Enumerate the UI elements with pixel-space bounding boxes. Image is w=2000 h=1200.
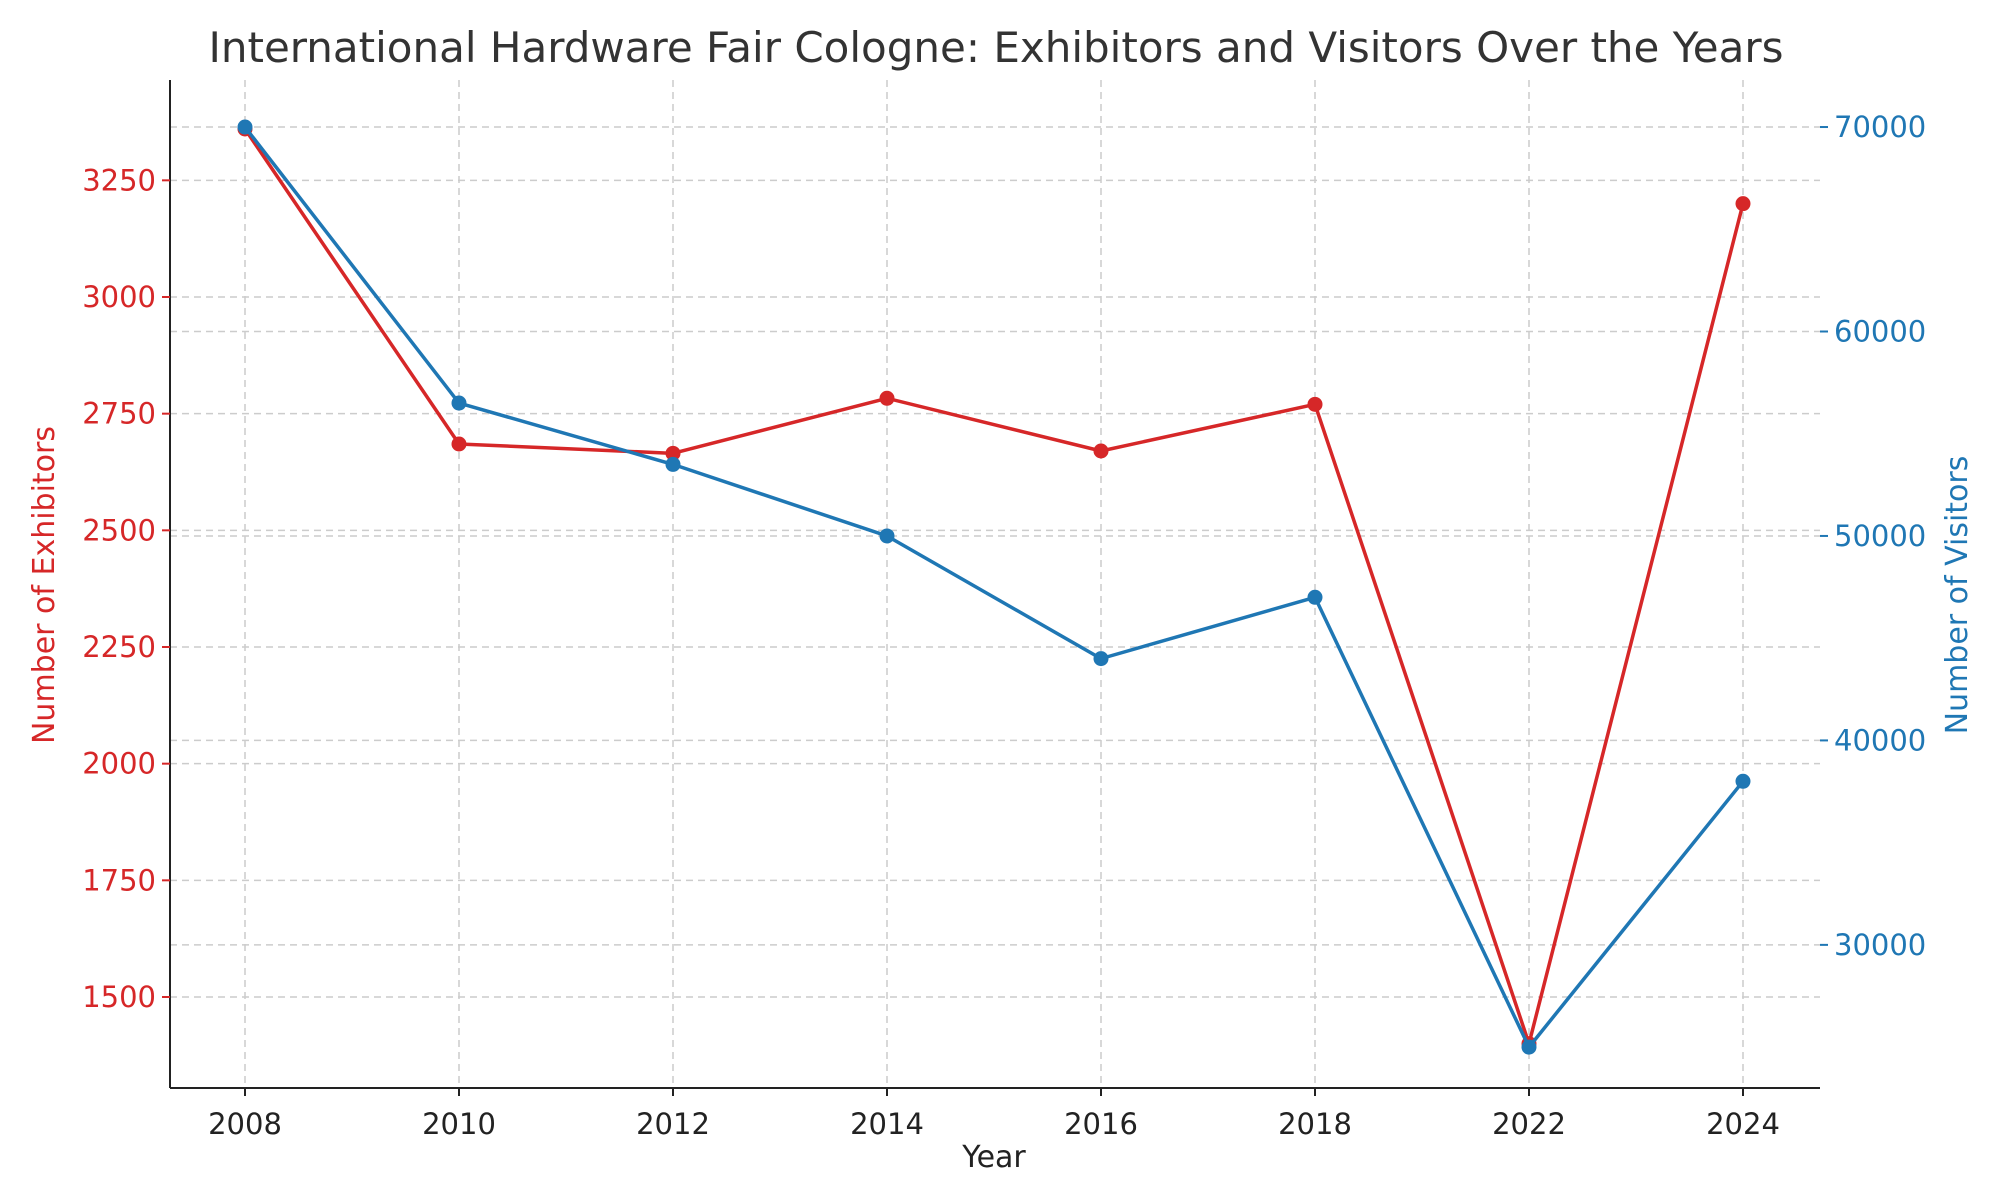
left-y-tick-label: 2250: [82, 630, 156, 664]
data-point-exhibitors: [451, 436, 467, 452]
series-line-visitors: [243, 125, 1745, 1049]
grid: [170, 80, 1820, 1088]
x-tick-label: 2010: [422, 1107, 496, 1141]
x-tick-label: 2012: [636, 1107, 710, 1141]
data-point-visitors: [1093, 651, 1109, 667]
x-tick-label: 2022: [1492, 1107, 1566, 1141]
data-point-visitors: [1735, 773, 1751, 789]
x-tick-label: 2018: [1278, 1107, 1352, 1141]
tick-layer: 2008 2010 2012 2014 2016 2018 2022 2024 1500 1750…: [82, 110, 1926, 1141]
data-point-exhibitors: [1093, 443, 1109, 459]
data-point-exhibitors: [879, 390, 895, 406]
left-y-tick-label: 2500: [82, 513, 156, 547]
axes: [169, 80, 1820, 1089]
data-point-visitors: [1307, 589, 1323, 605]
data-point-visitors: [451, 395, 467, 411]
left-y-tick-label: 1750: [82, 863, 156, 897]
left-y-tick-label: 1500: [82, 980, 156, 1014]
left-y-tick-label: 3250: [82, 163, 156, 197]
left-y-tick-label: 3000: [82, 280, 156, 314]
x-tick-label: 2014: [850, 1107, 924, 1141]
x-axis-title: Year: [961, 1140, 1026, 1175]
right-y-tick-label: 50000: [1834, 519, 1926, 553]
data-point-exhibitors: [1735, 196, 1751, 212]
left-y-tick-label: 2000: [82, 747, 156, 781]
data-point-visitors: [879, 528, 895, 544]
data-point-visitors: [237, 119, 253, 135]
right-y-tick-label: 30000: [1834, 928, 1926, 962]
data-point-visitors: [665, 456, 681, 472]
data-point-visitors: [1521, 1039, 1537, 1055]
data-point-exhibitors: [1307, 396, 1323, 412]
data-point-exhibitors: [665, 445, 681, 461]
right-y-tick-label: 70000: [1834, 110, 1926, 144]
right-axis-title: Number of Visitors: [1940, 456, 1975, 735]
series-line-exhibitors: [243, 128, 1745, 1046]
right-y-tick-label: 40000: [1834, 723, 1926, 757]
x-tick-label: 2024: [1706, 1107, 1780, 1141]
series-layer: [237, 119, 1751, 1055]
left-y-tick-label: 2750: [82, 397, 156, 431]
x-tick-label: 2016: [1064, 1107, 1138, 1141]
x-tick-label: 2008: [208, 1107, 282, 1141]
chart-title: International Hardware Fair Cologne: Exh…: [208, 23, 1783, 72]
right-y-tick-label: 60000: [1834, 314, 1926, 348]
left-axis-title: Number of Exhibitors: [27, 426, 62, 744]
